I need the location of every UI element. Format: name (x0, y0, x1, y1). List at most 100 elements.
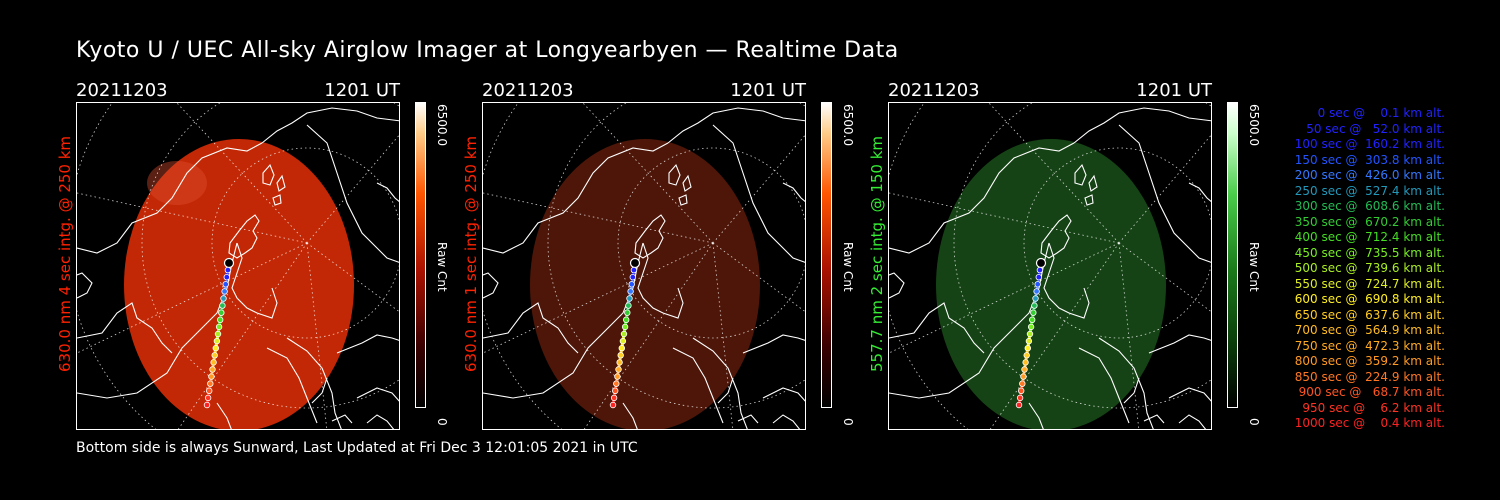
meridian-line (177, 242, 308, 429)
trajectory-marker (1025, 337, 1033, 345)
colorbar-unit-label: Raw Cnt (435, 242, 449, 292)
trajectory-marker (221, 288, 228, 295)
legend-row: 650 sec @ 637.6 km alt. (1290, 307, 1445, 322)
coastline (483, 272, 499, 299)
meridian-line (1118, 242, 1140, 429)
meridian-line (306, 134, 399, 244)
island-outline (1088, 174, 1098, 192)
map-svg (889, 103, 1211, 429)
map-svg (483, 103, 805, 429)
meridian-line (77, 192, 308, 244)
coastline (667, 107, 805, 144)
trajectory-marker (1016, 394, 1024, 402)
panel-630-1s: 20211203 1201 UT (482, 80, 842, 440)
island-outline (1074, 163, 1087, 186)
coastline (1178, 414, 1207, 429)
trajectory-marker (613, 380, 620, 387)
coastline (889, 142, 1075, 254)
meridian-line (712, 242, 805, 313)
meridian-line (889, 242, 1120, 354)
island-outline (262, 163, 275, 186)
trajectory-marker (219, 302, 226, 309)
trajectory-marker (622, 316, 630, 323)
panel-557-2s: 20211203 1201 UT (888, 80, 1248, 440)
coastline (1028, 402, 1044, 429)
trajectory-marker (207, 380, 214, 387)
legend-row: 700 sec @ 564.9 km alt. (1290, 323, 1445, 337)
colorbar-max-label: 6500.0 (1247, 104, 1261, 146)
trajectory-marker (1019, 380, 1026, 387)
trajectory-marker (1024, 344, 1031, 352)
legend-row: 1000 sec @ 0.4 km alt. (1294, 416, 1445, 430)
panel-time: 1201 UT (324, 80, 400, 101)
meridian-line (712, 242, 734, 429)
coastline (483, 142, 669, 254)
meridian-line (1118, 242, 1211, 313)
latitude-circle (953, 103, 1211, 409)
map-svg (77, 103, 399, 429)
coastline (336, 334, 399, 354)
legend-row: 500 sec @ 739.6 km alt. (1290, 261, 1445, 275)
trajectory-marker (620, 330, 628, 338)
coastline (712, 124, 805, 263)
legend-row: 250 sec @ 527.4 km alt. (1290, 183, 1445, 198)
legend-row: 100 sec @ 160.2 km alt. (1290, 137, 1445, 151)
meridian-line (176, 103, 308, 244)
trajectory-marker (204, 394, 212, 402)
panel-date: 20211203 (482, 80, 574, 101)
legend-row: 450 sec @ 735.5 km alt. (1290, 245, 1445, 260)
panel-ylabel: 630.0 nm 4 sec intg. @ 250 km (56, 135, 74, 372)
island-outline (668, 163, 681, 186)
trajectory-marker (1023, 352, 1030, 359)
coastline (672, 347, 724, 424)
trajectory-marker (203, 401, 211, 409)
panel-date: 20211203 (76, 80, 168, 101)
meridian-line (988, 103, 1120, 244)
trajectory-marker (628, 281, 635, 288)
coastline (216, 402, 232, 429)
coastline (311, 377, 328, 404)
trajectory-marker (218, 309, 225, 316)
trajectory-marker (615, 366, 622, 373)
trajectory-marker (1020, 373, 1027, 380)
meridian-line (483, 192, 714, 244)
panel-ylabel: 557.7 nm 2 sec intg. @ 150 km (868, 135, 886, 372)
legend-row: 750 sec @ 472.3 km alt. (1290, 338, 1445, 353)
page-title: Kyoto U / UEC All-sky Airglow Imager at … (76, 38, 899, 63)
legend-row: 550 sec @ 724.7 km alt. (1290, 276, 1445, 291)
island-outline (1040, 214, 1072, 259)
coastline (356, 387, 399, 402)
coastline (772, 414, 801, 429)
airglow-disc (936, 139, 1166, 429)
coastline (77, 272, 93, 299)
trajectory-marker (212, 344, 219, 352)
trajectory-marker (223, 257, 235, 269)
trajectory-marker (1022, 359, 1029, 366)
coastline (622, 402, 638, 429)
coastline (889, 272, 905, 299)
trajectory-marker (222, 281, 229, 288)
colorbar (1227, 102, 1238, 408)
colorbar-min-label: 0 (841, 418, 855, 426)
legend-row: 50 sec @ 52.0 km alt. (1298, 121, 1445, 136)
colorbar-min-label: 0 (1247, 418, 1261, 426)
island-outline (1084, 194, 1094, 206)
colorbar-unit-label: Raw Cnt (1247, 242, 1261, 292)
trajectory-marker (1034, 281, 1041, 288)
coastline (77, 142, 263, 254)
trajectory-marker (1015, 401, 1023, 409)
legend-row: 300 sec @ 608.6 km alt. (1290, 199, 1445, 213)
legend-row: 350 sec @ 670.2 km alt. (1290, 214, 1445, 229)
coastline (366, 414, 395, 429)
trajectory-marker (220, 295, 227, 302)
latitude-circle (547, 103, 805, 409)
trajectory-marker (213, 337, 221, 345)
coastline (1188, 182, 1211, 203)
trajectory-marker (211, 352, 218, 359)
legend-row: 600 sec @ 690.8 km alt. (1290, 292, 1445, 306)
trajectory-marker (1026, 330, 1034, 338)
meridian-line (1118, 134, 1211, 244)
coastline (782, 182, 805, 203)
legend-row: 900 sec @ 68.7 km alt. (1294, 385, 1445, 399)
coastline (1043, 242, 1090, 319)
